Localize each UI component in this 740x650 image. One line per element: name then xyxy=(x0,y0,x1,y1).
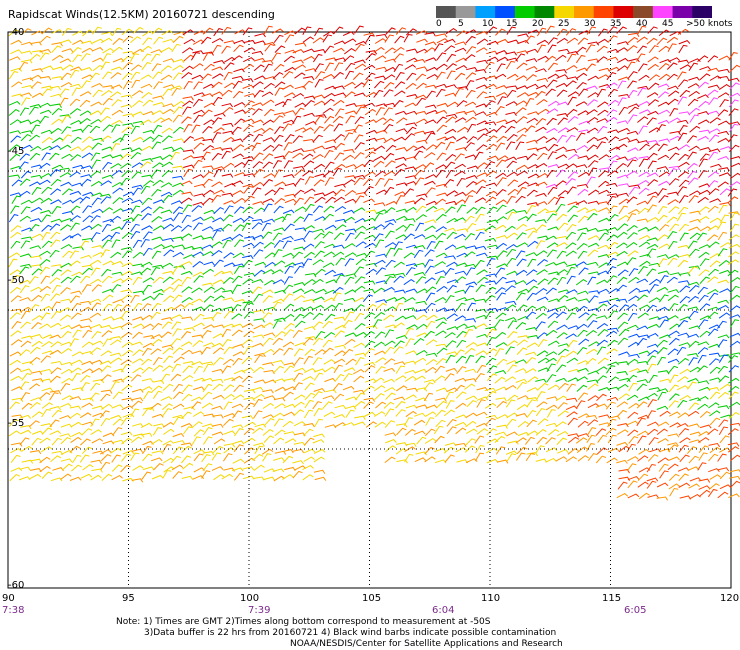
time-label-3: 6:04 xyxy=(432,605,455,616)
colorbar-label-25: 25 xyxy=(558,19,570,29)
lon-label-110: 110 xyxy=(481,593,501,604)
colorbar-swatch xyxy=(554,6,575,18)
note-line-2: 3)Data buffer is 22 hrs from 20160721 4)… xyxy=(144,628,557,638)
lon-label-95: 95 xyxy=(122,593,135,604)
time-label-4: 6:05 xyxy=(624,605,647,616)
colorbar-label-50-knots: >50 knots xyxy=(686,19,733,29)
colorbar-swatch xyxy=(534,6,555,18)
colorbar-swatch xyxy=(475,6,496,18)
note-line-1: Note: 1) Times are GMT 2)Times along bot… xyxy=(116,617,491,627)
colorbar-swatch xyxy=(574,6,595,18)
lon-label-120: 120 xyxy=(720,593,740,604)
colorbar-label-30: 30 xyxy=(584,19,596,29)
colorbar-swatch xyxy=(633,6,654,18)
time-label-2: 7:39 xyxy=(248,605,271,616)
lat-label-55: -55 xyxy=(8,418,25,429)
colorbar-label-15: 15 xyxy=(506,19,518,29)
colorbar-swatch xyxy=(455,6,476,18)
note-line-3: NOAA/NESDIS/Center for Satellite Applica… xyxy=(290,639,563,649)
colorbar-swatch xyxy=(692,6,712,18)
colorbar-swatch xyxy=(436,6,457,18)
colorbar-label-45: 45 xyxy=(662,19,674,29)
colorbar-swatch xyxy=(613,6,634,18)
colorbar-swatch xyxy=(593,6,614,18)
colorbar-labels: 0 5 10 15 20 25 30 35 40 45 >50 knots xyxy=(436,19,736,31)
colorbar-label-5: 5 xyxy=(458,19,464,29)
lat-label-45: -45 xyxy=(8,146,25,157)
lat-label-60: -60 xyxy=(8,580,25,591)
lon-label-105: 105 xyxy=(362,593,382,604)
map-title: Rapidscat Winds(12.5KM) 20160721 descend… xyxy=(8,8,275,21)
colorbar-label-10: 10 xyxy=(482,19,494,29)
colorbar-swatch xyxy=(514,6,536,18)
colorbar-label-40: 40 xyxy=(636,19,648,29)
lat-label-40: -40 xyxy=(8,27,25,38)
lon-label-90: 90 xyxy=(2,593,15,604)
colorbar-label-20: 20 xyxy=(532,19,544,29)
wind-speed-colorbar xyxy=(436,6,712,18)
colorbar-swatch xyxy=(652,6,674,18)
colorbar-swatch xyxy=(672,6,693,18)
colorbar-swatch xyxy=(495,6,516,18)
time-label-1: 7:38 xyxy=(2,605,25,616)
colorbar-label-0: 0 xyxy=(436,19,442,29)
lon-label-100: 100 xyxy=(240,593,260,604)
lon-label-115: 115 xyxy=(602,593,622,604)
wind-barbs xyxy=(8,25,740,501)
lat-label-50: -50 xyxy=(8,275,25,286)
colorbar-label-35: 35 xyxy=(610,19,622,29)
